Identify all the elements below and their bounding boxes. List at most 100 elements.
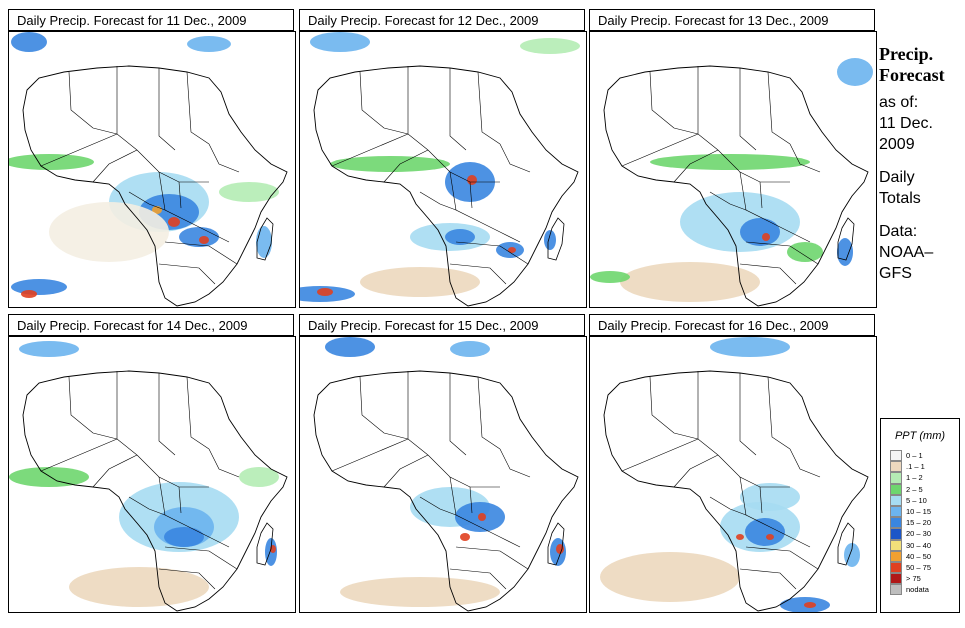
- precip-map-svg: [9, 341, 288, 612]
- country-border: [136, 149, 209, 183]
- legend-item: 20 – 30: [890, 528, 959, 540]
- coastline: [22, 65, 288, 307]
- legend-item: .1 – 1: [890, 461, 959, 473]
- country-border: [188, 526, 230, 548]
- country-border: [178, 181, 182, 209]
- country-border: [383, 149, 429, 183]
- madagascar-outline: [547, 217, 565, 261]
- legend-label: 30 – 40: [906, 540, 932, 550]
- legend-item: 30 – 40: [890, 539, 959, 551]
- precip-area: [467, 175, 477, 185]
- country-border: [158, 373, 176, 456]
- country-border: [136, 454, 209, 488]
- forecast-panel-16-dec: Daily Precip. Forecast for 16 Dec., 2009: [589, 314, 877, 615]
- country-border: [479, 221, 521, 243]
- country-border: [208, 143, 240, 173]
- precip-area: [460, 533, 470, 541]
- precip-area: [787, 242, 823, 262]
- country-border: [739, 68, 757, 151]
- country-border: [769, 526, 811, 548]
- country-border: [745, 546, 819, 570]
- forecast-panel-11-dec: Daily Precip. Forecast for 11 Dec., 2009: [8, 9, 296, 310]
- precip-map: [589, 31, 877, 308]
- country-border: [621, 133, 699, 167]
- country-border: [673, 454, 719, 488]
- legend-item: 2 – 5: [890, 483, 959, 495]
- madagascar-outline: [837, 522, 855, 566]
- panel-title: Daily Precip. Forecast for 12 Dec., 2009: [299, 9, 585, 31]
- country-border: [767, 376, 791, 450]
- coastline: [603, 65, 869, 307]
- heading-precip: Precip.: [879, 44, 934, 64]
- precip-area: [600, 552, 740, 602]
- precip-area: [445, 229, 475, 245]
- country-border: [427, 454, 500, 488]
- legend-swatch: [890, 450, 902, 462]
- legend-item: 5 – 10: [890, 494, 959, 506]
- country-border: [621, 438, 699, 472]
- legend-label: 40 – 50: [906, 551, 932, 561]
- panel-title: Daily Precip. Forecast for 11 Dec., 2009: [8, 9, 294, 31]
- forecast-panel-15-dec: Daily Precip. Forecast for 15 Dec., 2009: [299, 314, 587, 615]
- country-border: [469, 486, 473, 514]
- precip-area: [680, 192, 800, 252]
- precip-area: [804, 602, 816, 608]
- country-border: [331, 133, 409, 167]
- precip-map: [589, 336, 877, 613]
- country-border: [477, 71, 501, 145]
- country-border: [709, 496, 747, 516]
- precip-area: [199, 236, 209, 244]
- side-annotation: Precip. Forecast as of: 11 Dec. 2009 Dai…: [879, 44, 961, 284]
- legend-label: 50 – 75: [906, 562, 932, 572]
- legend-swatch: [890, 517, 902, 529]
- country-border: [359, 376, 409, 440]
- country-border: [739, 568, 797, 590]
- forecast-panel-13-dec: Daily Precip. Forecast for 13 Dec., 2009: [589, 9, 877, 310]
- legend-swatch: [890, 561, 902, 574]
- precip-area: [844, 543, 860, 567]
- madagascar-outline: [256, 217, 274, 261]
- legend-swatch: [890, 472, 902, 484]
- country-border: [479, 526, 521, 548]
- legend-label: nodata: [906, 585, 929, 595]
- legend-label: 5 – 10: [906, 495, 927, 505]
- coastline: [313, 370, 579, 612]
- daily-label: Daily: [879, 169, 915, 186]
- totals-label: Totals: [879, 190, 921, 207]
- precip-area: [9, 154, 94, 170]
- legend-label: 1 – 2: [906, 473, 923, 483]
- precip-area: [520, 38, 580, 54]
- precip-area: [9, 467, 89, 487]
- precip-map-svg: [590, 58, 873, 307]
- legend-swatch: [890, 550, 902, 562]
- country-border: [697, 66, 719, 151]
- country-border: [739, 373, 757, 456]
- coastline: [603, 370, 869, 612]
- data-label: Data:: [879, 223, 918, 240]
- country-border: [449, 263, 507, 285]
- country-border: [455, 241, 529, 265]
- precip-map: [299, 336, 587, 613]
- country-border: [745, 241, 819, 265]
- country-border: [164, 241, 238, 265]
- legend-label: .1 – 1: [906, 462, 925, 472]
- precip-area: [340, 577, 500, 607]
- country-border: [419, 191, 457, 211]
- precip-area: [325, 337, 375, 357]
- precip-area: [508, 247, 516, 253]
- country-border: [709, 191, 747, 211]
- precip-area: [21, 290, 37, 298]
- country-border: [186, 71, 210, 145]
- country-border: [789, 448, 821, 478]
- country-border: [188, 221, 230, 243]
- country-border: [40, 438, 118, 472]
- legend-item: 40 – 50: [890, 550, 959, 562]
- country-border: [68, 376, 118, 440]
- precip-map-svg: [9, 32, 288, 307]
- country-border: [40, 133, 118, 167]
- precip-area: [590, 271, 630, 283]
- country-border: [164, 546, 238, 570]
- precip-area: [256, 226, 272, 258]
- country-border: [158, 568, 216, 590]
- country-border: [331, 438, 409, 472]
